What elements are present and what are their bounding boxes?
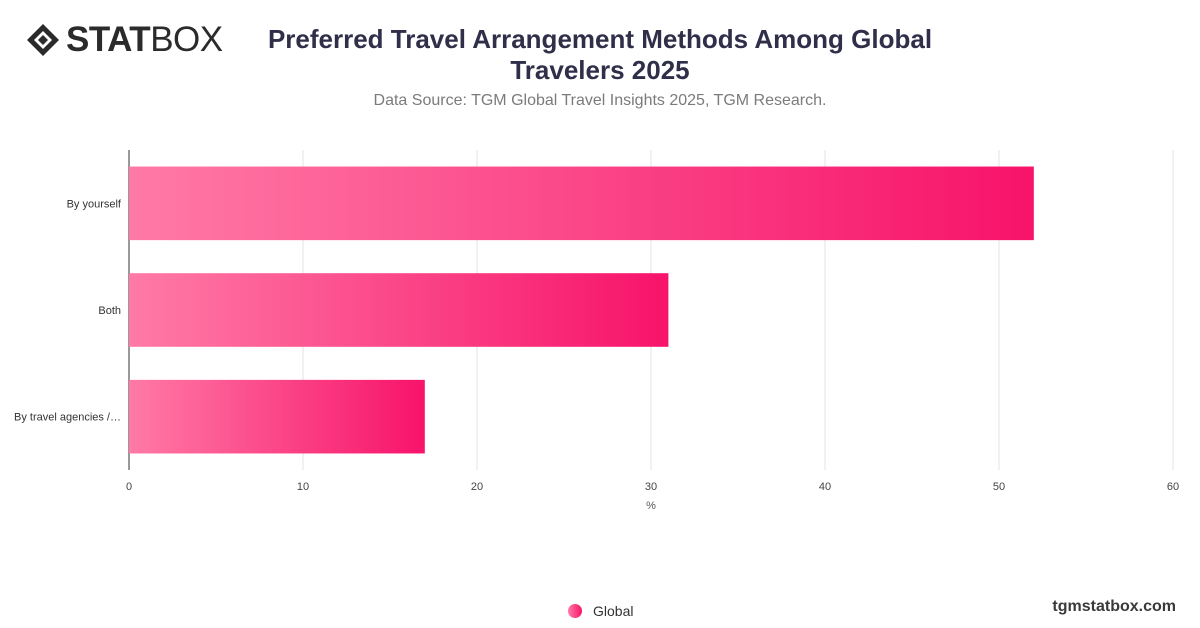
y-category-label: Both	[98, 305, 121, 317]
logo-wordmark: STATBOX	[66, 20, 223, 59]
y-category-label: By travel agencies /…	[14, 412, 121, 424]
bar-2	[129, 379, 425, 454]
x-tick-label: 60	[1167, 481, 1179, 493]
x-tick-label: 40	[819, 481, 831, 493]
x-tick-label: 20	[471, 481, 483, 493]
x-tick-label: 50	[993, 481, 1005, 493]
y-category-label: By yourself	[67, 198, 122, 210]
bar-1	[129, 273, 669, 347]
x-tick-label: 10	[297, 481, 309, 493]
chart-subtitle: Data Source: TGM Global Travel Insights …	[373, 92, 827, 109]
legend-label: Global	[593, 603, 634, 619]
statbox-diamond-icon	[27, 24, 59, 56]
legend-marker	[568, 604, 582, 618]
chart-title: Preferred Travel Arrangement Methods Amo…	[267, 24, 933, 85]
x-axis-title: %	[646, 500, 656, 512]
bars	[129, 166, 1034, 454]
brand-footer: tgmstatbox.com	[1052, 598, 1176, 615]
legend[interactable]: Global	[568, 603, 633, 619]
bar-0	[129, 166, 1034, 241]
x-tick-label: 0	[126, 481, 132, 493]
axis-labels: 0 10 20 30 40 50 60 By yourself Both By travel ag…	[14, 198, 1179, 512]
x-tick-label: 30	[645, 481, 657, 493]
statbox-logo: STATBOX	[26, 22, 223, 58]
